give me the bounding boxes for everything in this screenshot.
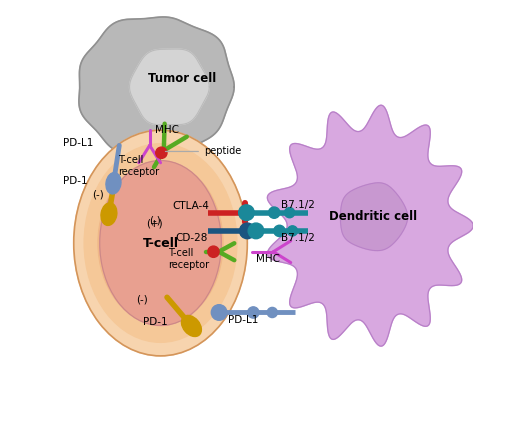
Circle shape	[285, 207, 295, 218]
Ellipse shape	[181, 316, 201, 336]
Text: B7.1/2: B7.1/2	[281, 233, 315, 243]
Text: MHC: MHC	[256, 254, 280, 264]
Ellipse shape	[100, 161, 221, 326]
Circle shape	[248, 307, 259, 318]
Circle shape	[239, 205, 254, 220]
Text: Dendritic cell: Dendritic cell	[329, 210, 417, 224]
Text: (+): (+)	[146, 219, 163, 229]
Circle shape	[268, 207, 280, 218]
Text: Tumor cell: Tumor cell	[148, 72, 217, 85]
Circle shape	[274, 225, 285, 237]
Ellipse shape	[106, 173, 121, 194]
Text: PD-L1: PD-L1	[228, 315, 258, 326]
Circle shape	[267, 307, 278, 318]
Polygon shape	[340, 183, 408, 250]
Text: PD-1: PD-1	[143, 317, 168, 327]
Circle shape	[208, 246, 219, 257]
Circle shape	[211, 305, 227, 320]
Text: peptide: peptide	[165, 146, 241, 157]
Text: T-cell
receptor: T-cell receptor	[118, 155, 160, 177]
Circle shape	[156, 147, 167, 158]
Polygon shape	[130, 49, 209, 125]
Text: MHC: MHC	[155, 125, 179, 135]
Text: T-cell
receptor: T-cell receptor	[168, 248, 209, 270]
Polygon shape	[79, 17, 234, 158]
Circle shape	[240, 223, 255, 239]
Text: PD-L1: PD-L1	[63, 138, 93, 148]
Circle shape	[287, 226, 297, 236]
Ellipse shape	[98, 162, 223, 324]
Text: T-cell: T-cell	[142, 237, 179, 250]
Circle shape	[248, 223, 264, 239]
Text: (-): (-)	[92, 189, 103, 200]
Text: CD-28: CD-28	[176, 233, 208, 243]
Text: PD-1: PD-1	[63, 176, 88, 187]
Ellipse shape	[74, 130, 247, 356]
Ellipse shape	[84, 144, 237, 342]
Text: CTLA-4: CTLA-4	[172, 201, 209, 211]
Ellipse shape	[101, 203, 117, 225]
Text: (-): (-)	[136, 294, 148, 305]
Polygon shape	[267, 105, 473, 346]
Text: B7.1/2: B7.1/2	[281, 200, 315, 210]
Text: (-): (-)	[149, 215, 161, 225]
